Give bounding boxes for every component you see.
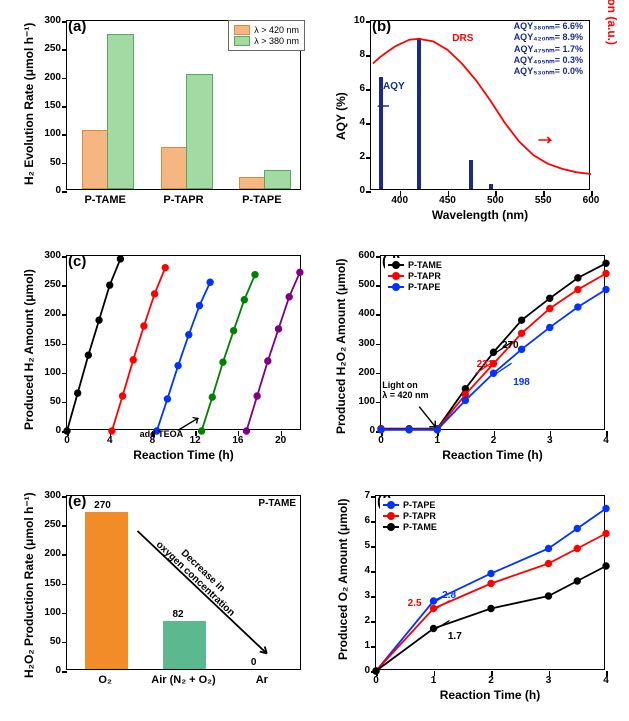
bar	[107, 34, 134, 189]
panel-a: (a)H₂ Evolution Rate (μmol h⁻¹)050100150…	[8, 5, 313, 230]
panel-c: (c)Produced H₂ Amount (μmol)Reaction Tim…	[8, 243, 313, 468]
panel-b: (b)AQY (%)Absorption (a.u.)Wavelength (n…	[320, 5, 625, 230]
bar	[161, 147, 188, 189]
panel-d: (d)Produced H₂O₂ Amount (μmol)Reaction T…	[320, 243, 625, 468]
bar	[82, 130, 109, 189]
panel-f: (f)Produced O₂ Amount (μmol)Reaction Tim…	[320, 483, 625, 708]
panel-e: (e)H₂O₂ Production Rate (μmol h⁻¹)050100…	[8, 483, 313, 708]
bar	[264, 170, 291, 189]
bar	[186, 74, 213, 189]
bar	[239, 177, 266, 189]
